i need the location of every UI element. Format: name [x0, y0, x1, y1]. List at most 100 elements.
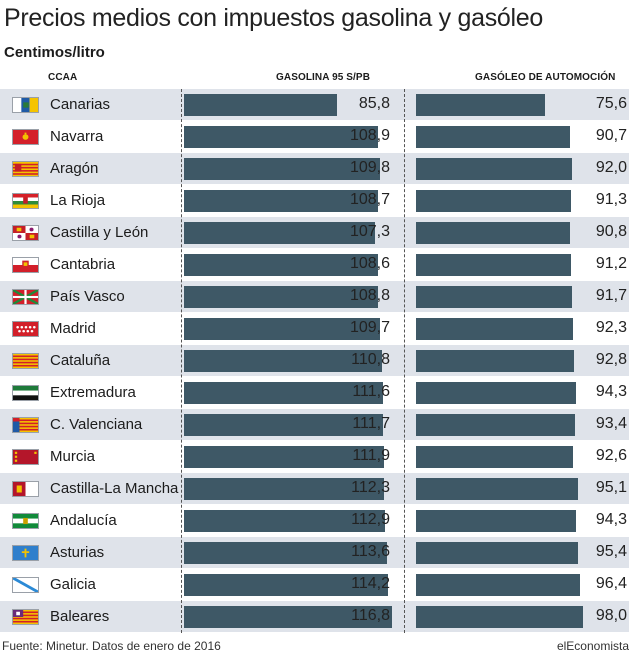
category-label: Baleares: [50, 608, 110, 625]
bar-gasoleo: [416, 222, 571, 244]
table-row: Castilla-La Mancha 112,3 95,1: [0, 473, 629, 504]
bar-gasoleo: [416, 158, 573, 180]
table-row: Asturias 113,6 95,4: [0, 537, 629, 568]
category-label: Navarra: [50, 128, 104, 145]
bar-gasoleo: [416, 350, 574, 372]
bar-gasolina: [184, 510, 386, 532]
flag-extremadura-icon: [12, 385, 39, 401]
table-row: La Rioja 108,7 91,3: [0, 185, 629, 216]
bar-gasoleo: [416, 190, 572, 212]
value-label-gasolina: 114,2: [351, 575, 390, 592]
column-header-gasoleo: GASÓLEO DE AUTOMOCIÓN: [475, 72, 616, 83]
flag-canarias-icon: [12, 97, 39, 113]
category-label: Cataluña: [50, 352, 111, 369]
bar-gasolina: [184, 382, 384, 404]
source-note: Fuente: Minetur. Datos de enero de 2016: [2, 639, 221, 653]
flag-navarra-icon: [12, 129, 39, 145]
category-label: Andalucía: [50, 512, 117, 529]
bar-gasoleo: [416, 286, 572, 308]
table-row: Cantabria 108,6 91,2: [0, 249, 629, 280]
category-label: Aragón: [50, 160, 99, 177]
bar-gasolina: [184, 94, 337, 116]
category-label: Murcia: [50, 448, 96, 465]
value-label-gasolina: 112,3: [351, 479, 390, 496]
table-row: Extremadura 111,6 94,3: [0, 377, 629, 408]
bar-gasolina: [184, 414, 384, 436]
flag-madrid-icon: [12, 321, 39, 337]
table-row: Baleares 116,8 98,0: [0, 601, 629, 632]
value-label-gasolina: 111,6: [352, 383, 390, 400]
flag-galicia-icon: [12, 577, 39, 593]
category-label: Canarias: [50, 96, 111, 113]
flag-castilla-la-mancha-icon: [12, 481, 39, 497]
category-label: La Rioja: [50, 192, 106, 209]
value-label-gasoleo: 95,4: [595, 543, 627, 560]
category-label: Castilla-La Mancha: [50, 480, 179, 497]
flag-murcia-icon: [12, 449, 39, 465]
bar-gasolina: [184, 542, 387, 564]
table-row: País Vasco 108,8 91,7: [0, 281, 629, 312]
bar-gasolina: [184, 478, 385, 500]
bar-gasolina: [184, 158, 380, 180]
value-label-gasoleo: 92,3: [595, 319, 627, 336]
value-label-gasoleo: 75,6: [595, 95, 627, 112]
table-row: C. Valenciana 111,7 93,4: [0, 409, 629, 440]
flag-baleares-icon: [12, 609, 39, 625]
flag-cantabria-icon: [12, 257, 39, 273]
value-label-gasoleo: 96,4: [595, 575, 627, 592]
flag-asturias-icon: [12, 545, 39, 561]
value-label-gasolina: 108,7: [349, 191, 390, 208]
value-label-gasoleo: 91,3: [595, 191, 627, 208]
value-label-gasoleo: 94,3: [595, 511, 627, 528]
value-label-gasoleo: 92,6: [595, 447, 627, 464]
table-row: Galicia 114,2 96,4: [0, 569, 629, 600]
bar-gasoleo: [416, 510, 577, 532]
bar-gasoleo: [416, 94, 545, 116]
table-row: Navarra 108,9 90,7: [0, 121, 629, 152]
value-label-gasolina: 108,9: [349, 127, 390, 144]
value-label-gasoleo: 93,4: [595, 415, 627, 432]
bar-gasolina: [184, 254, 378, 276]
flag-castilla-y-leon-icon: [12, 225, 39, 241]
value-label-gasoleo: 91,7: [595, 287, 627, 304]
value-label-gasolina: 111,9: [352, 447, 390, 464]
category-label: Cantabria: [50, 256, 116, 273]
table-row: Aragón 109,8 92,0: [0, 153, 629, 184]
value-label-gasolina: 110,8: [351, 351, 390, 368]
table-row: Canarias 85,8 75,6: [0, 89, 629, 120]
value-label-gasoleo: 92,8: [595, 351, 627, 368]
table-row: Cataluña 110,8 92,8: [0, 345, 629, 376]
bar-chart: Canarias 85,8 75,6 Navarra 108,9 90,7 Aragón 10…: [0, 89, 629, 633]
flag-pais-vasco-icon: [12, 289, 39, 305]
flag-cataluna-icon: [12, 353, 39, 369]
bar-gasoleo: [416, 382, 577, 404]
category-label: Castilla y León: [50, 224, 149, 241]
value-label-gasolina: 116,8: [351, 607, 390, 624]
bar-gasolina: [184, 222, 376, 244]
chart-subtitle: Centimos/litro: [4, 44, 105, 61]
bar-gasolina: [184, 574, 388, 596]
value-label-gasolina: 107,3: [349, 223, 390, 240]
bar-gasoleo: [416, 254, 572, 276]
category-label: Extremadura: [50, 384, 136, 401]
category-label: Galicia: [50, 576, 96, 593]
value-label-gasoleo: 98,0: [595, 607, 627, 624]
bar-gasoleo: [416, 318, 573, 340]
flag-aragon-icon: [12, 161, 39, 177]
flag-c-valenciana-icon: [12, 417, 39, 433]
chart-title: Precios medios con impuestos gasolina y …: [4, 4, 543, 32]
bar-gasolina: [184, 286, 379, 308]
bar-gasolina: [184, 318, 380, 340]
bar-gasoleo: [416, 574, 580, 596]
category-label: C. Valenciana: [50, 416, 143, 433]
flag-andalucia-icon: [12, 513, 39, 529]
bar-gasoleo: [416, 414, 575, 436]
value-label-gasolina: 108,8: [349, 287, 390, 304]
table-row: Castilla y León 107,3 90,8: [0, 217, 629, 248]
value-label-gasolina: 109,7: [349, 319, 390, 336]
bar-gasolina: [184, 350, 382, 372]
table-row: Murcia 111,9 92,6: [0, 441, 629, 472]
value-label-gasolina: 111,7: [352, 415, 390, 432]
value-label-gasoleo: 91,2: [595, 255, 627, 272]
column-header-ccaa: CCAA: [48, 72, 78, 83]
